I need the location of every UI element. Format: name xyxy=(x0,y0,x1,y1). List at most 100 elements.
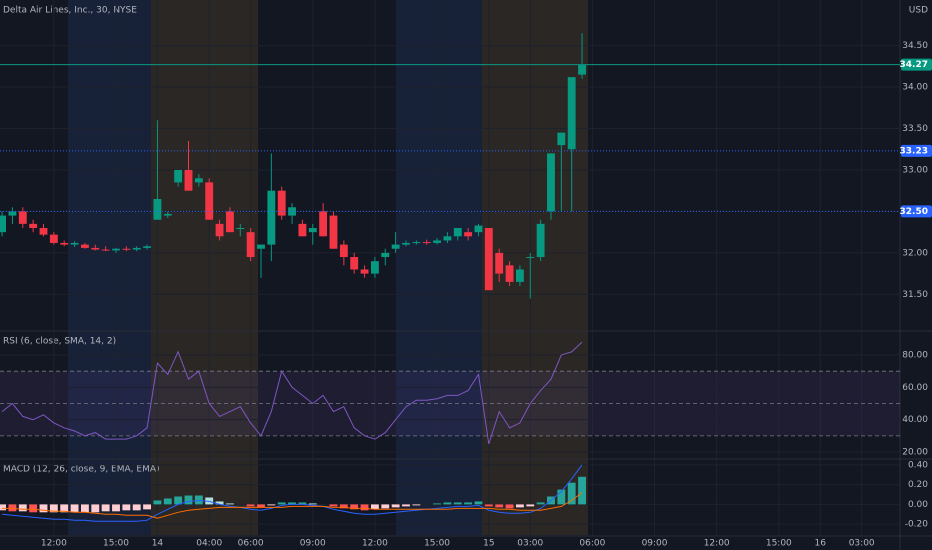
candle-body xyxy=(277,190,286,216)
y-tick-label: -0.20 xyxy=(905,520,929,530)
histogram-bar xyxy=(132,504,141,511)
histogram-bar xyxy=(101,504,110,512)
y-tick-label: 31.50 xyxy=(902,290,928,300)
x-tick-label: 06:00 xyxy=(579,539,605,549)
candle-body xyxy=(184,169,193,191)
y-tick-label: 40.00 xyxy=(902,415,928,425)
candle-body xyxy=(370,261,379,274)
y-tick-label: 33.50 xyxy=(902,124,928,134)
session-band xyxy=(396,0,482,535)
x-tick-label: 14 xyxy=(152,539,164,549)
candle-body xyxy=(205,182,214,220)
candle-body xyxy=(194,178,203,183)
candle-body xyxy=(49,234,58,243)
histogram-bar xyxy=(505,504,514,509)
x-tick-label: 12:00 xyxy=(362,539,388,549)
candle-body xyxy=(547,153,555,212)
histogram-bar xyxy=(402,504,410,507)
histogram-bar xyxy=(257,504,265,508)
histogram-bar xyxy=(339,504,348,509)
histogram-bar xyxy=(360,504,369,511)
x-tick-label: 12:00 xyxy=(704,539,730,549)
candle-body xyxy=(246,232,255,258)
candle-body xyxy=(91,247,100,250)
candle-body xyxy=(402,242,410,245)
histogram-bar xyxy=(381,504,390,509)
candle-body xyxy=(29,223,38,229)
candle-body xyxy=(308,228,317,233)
candle-body xyxy=(60,242,69,245)
x-tick-label: 09:00 xyxy=(642,539,668,549)
x-tick-label: 15:00 xyxy=(766,539,792,549)
price-label-box xyxy=(901,144,932,157)
histogram-bar xyxy=(484,504,493,507)
candle-body xyxy=(578,64,586,75)
histogram-bar xyxy=(153,500,162,505)
candle-body xyxy=(39,228,48,235)
x-tick-label: 15:00 xyxy=(103,539,129,549)
candle-body xyxy=(298,223,307,237)
y-tick-label: 0.40 xyxy=(908,460,928,470)
histogram-bar xyxy=(464,502,473,505)
x-tick-label: 06:00 xyxy=(238,539,264,549)
candle-body xyxy=(339,244,348,258)
y-tick-label: 34.00 xyxy=(902,83,928,93)
candle-body xyxy=(236,228,245,230)
histogram-bar xyxy=(0,504,7,511)
candle-body xyxy=(112,248,120,251)
histogram-bar xyxy=(143,504,152,510)
candle-body xyxy=(215,223,224,237)
histogram-bar xyxy=(526,504,535,507)
candle-body xyxy=(484,228,493,291)
symbol-title: Delta Air Lines, Inc., 30, NYSE xyxy=(3,6,137,16)
session-band xyxy=(151,0,258,535)
histogram-bar xyxy=(184,495,193,505)
histogram-bar xyxy=(391,504,400,508)
candle-body xyxy=(567,77,576,150)
histogram-bar xyxy=(515,504,524,508)
y-tick-label: 0.20 xyxy=(908,480,928,490)
histogram-bar xyxy=(308,503,317,505)
histogram-bar xyxy=(29,504,38,513)
candle-body xyxy=(329,215,338,249)
y-tick-label: 33.00 xyxy=(902,165,928,175)
x-tick-label: 15 xyxy=(483,539,494,549)
candle-body xyxy=(101,249,110,251)
candle-body xyxy=(132,247,141,250)
rsi-title: RSI (6, close, SMA, 14, 2) xyxy=(3,337,116,347)
candle-body xyxy=(267,190,276,245)
macd-title: MACD (12, 26, close, 9, EMA, EMA) xyxy=(3,465,160,475)
candle-body xyxy=(18,211,27,224)
histogram-bar xyxy=(39,504,48,513)
candle-body xyxy=(495,252,504,274)
histogram-bar xyxy=(18,504,27,512)
histogram-bar xyxy=(91,504,100,513)
candle-body xyxy=(319,211,328,237)
price-label-box xyxy=(901,58,932,71)
y-tick-label: 80.00 xyxy=(902,350,928,360)
y-tick-label: 20.00 xyxy=(902,448,928,458)
candle-body xyxy=(70,242,79,245)
candle-body xyxy=(163,213,172,216)
candle-body xyxy=(80,244,89,248)
x-tick-label: 16 xyxy=(815,539,827,549)
candle-body xyxy=(526,257,535,259)
candle-body xyxy=(381,252,390,258)
histogram-bar xyxy=(80,504,89,513)
candle-body xyxy=(143,246,152,248)
candle-body xyxy=(360,269,369,274)
y-tick-label: 0.00 xyxy=(908,500,928,510)
price-label-box xyxy=(901,205,932,218)
candle-body xyxy=(225,211,234,233)
histogram-bar xyxy=(174,496,183,505)
histogram-bar xyxy=(495,504,504,508)
histogram-bar xyxy=(194,495,203,505)
currency: USD xyxy=(909,6,928,16)
x-tick-label: 09:00 xyxy=(300,539,326,549)
histogram-bar xyxy=(298,502,307,505)
signal-line xyxy=(2,492,583,519)
x-tick-label: 12:00 xyxy=(41,539,67,549)
histogram-bar xyxy=(474,501,483,505)
y-tick-label: 32.00 xyxy=(902,248,928,258)
candle-body xyxy=(122,248,131,250)
